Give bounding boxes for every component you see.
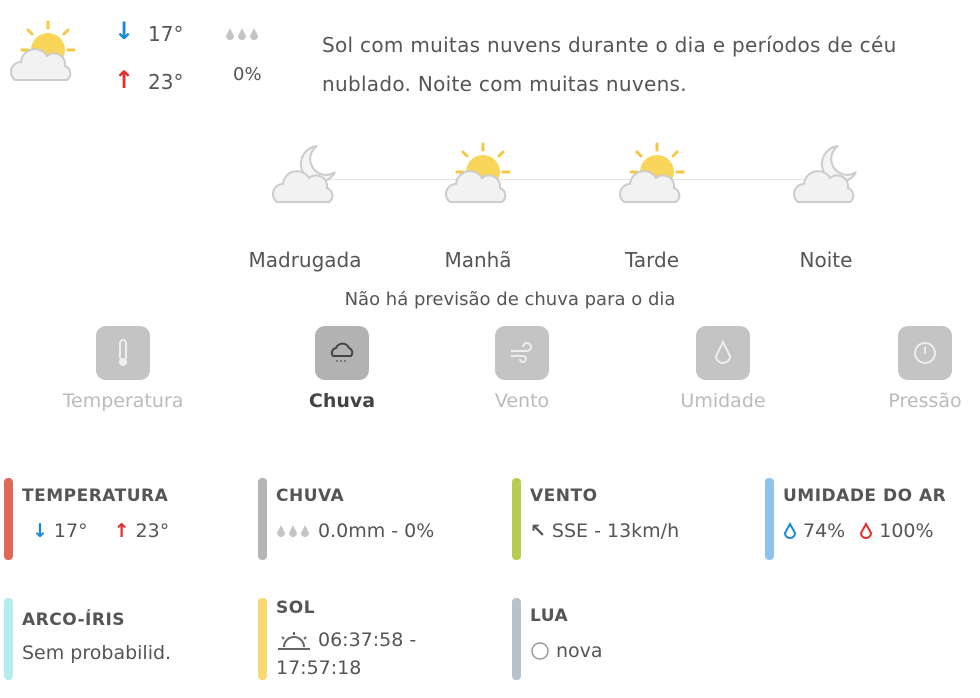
card-value: 0.0mm - 0% [318, 520, 435, 542]
card-arco-iris: ARCO-ÍRIS Sem probabilid. [4, 598, 244, 680]
forecast-summary: Sol com muitas nuvens durante o dia e pe… [322, 33, 897, 96]
humidity-max: 100% [879, 520, 934, 542]
card-title: LUA [530, 606, 569, 626]
card-lua: LUA nova [512, 598, 752, 680]
drop-min-icon [783, 522, 797, 539]
wind-icon [511, 342, 532, 363]
card-bar [512, 478, 521, 560]
rain-drops-icon [226, 28, 258, 40]
humidity-min: 74% [803, 520, 846, 542]
rain-drops-icon [277, 525, 309, 537]
tab-umidade[interactable]: Umidade [643, 326, 803, 412]
period-label: Noite [799, 248, 853, 272]
wind-direction-icon: ↖ [530, 520, 546, 542]
min-arrow-icon: ↓ [32, 520, 48, 542]
max-arrow-icon: ↑ [113, 520, 130, 542]
tab-label: Temperatura [62, 390, 184, 412]
thermometer-icon [119, 339, 127, 366]
tab-chuva[interactable]: Chuva [262, 326, 422, 412]
period-label: Madrugada [248, 248, 362, 272]
tab-label: Umidade [680, 390, 766, 412]
card-temperatura: TEMPERATURA ↓ 17° ↑ 23° [4, 478, 244, 560]
card-title: SOL [276, 598, 316, 618]
moon-cloud-icon [272, 145, 336, 203]
tab-label: Pressão [888, 390, 962, 412]
min-arrow-icon: ↓ [114, 17, 135, 45]
period-tarde: Tarde [587, 140, 717, 272]
tab-label: Chuva [308, 390, 376, 412]
tab-pressao[interactable]: Pressão [845, 326, 980, 412]
card-value: nova [556, 640, 603, 662]
card-bar [258, 478, 267, 560]
card-bar [512, 598, 521, 680]
sun-cloud-icon [444, 142, 511, 204]
card-title: ARCO-ÍRIS [22, 610, 126, 630]
card-max-temp: 23° [135, 520, 170, 542]
rain-cloud-icon [330, 342, 354, 362]
period-label: Manhã [444, 248, 512, 272]
card-title: UMIDADE DO AR [783, 486, 947, 506]
card-bar [765, 478, 774, 560]
card-bar [258, 598, 267, 680]
min-temp: 17° [148, 22, 184, 46]
period-label: Tarde [624, 248, 680, 272]
card-bar [4, 598, 13, 680]
moon-cloud-icon [793, 145, 857, 203]
period-manha: Manhã [413, 140, 543, 272]
tab-label: Vento [494, 390, 550, 412]
period-noite: Noite [761, 140, 891, 272]
sunrise-icon [278, 631, 310, 650]
card-title: CHUVA [276, 486, 345, 506]
drop-max-icon [860, 522, 873, 539]
sun-cloud-icon [9, 20, 76, 82]
rain-probability: 0% [233, 64, 262, 85]
card-chuva: CHUVA 0.0mm - 0% [258, 478, 498, 560]
period-line [305, 179, 825, 180]
sun-cloud-icon [618, 142, 685, 204]
period-madrugada: Madrugada [240, 140, 370, 272]
card-value: Sem probabilid. [22, 642, 172, 664]
tab-temperatura[interactable]: Temperatura [43, 326, 203, 412]
drop-icon [714, 339, 732, 364]
card-umidade: UMIDADE DO AR 74% 100% [765, 478, 980, 560]
card-bar [4, 478, 13, 560]
card-value: SSE - 13km/h [551, 520, 680, 542]
card-vento: VENTO ↖ SSE - 13km/h [512, 478, 752, 560]
card-title: VENTO [530, 486, 598, 506]
new-moon-icon [531, 642, 549, 660]
rain-note: Não há previsão de chuva para o dia [344, 289, 676, 310]
sun-times: 06:37:58 - 17:57:18 [276, 629, 417, 679]
max-arrow-icon: ↑ [114, 66, 135, 94]
tab-vento[interactable]: Vento [442, 326, 602, 412]
card-title: TEMPERATURA [22, 486, 169, 506]
max-temp: 23° [148, 70, 184, 94]
gauge-icon [914, 342, 936, 364]
card-min-temp: 17° [53, 520, 88, 542]
card-sol: SOL 06:37:58 - 17:57:18 [258, 598, 458, 680]
